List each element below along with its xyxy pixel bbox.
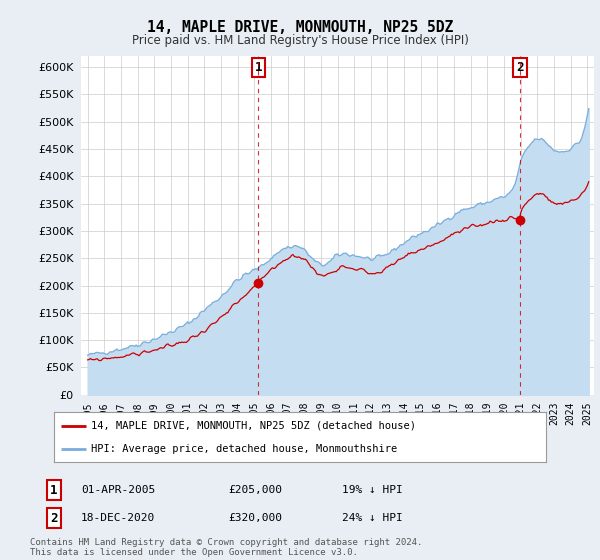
Text: 18-DEC-2020: 18-DEC-2020 (81, 513, 155, 523)
Text: 19% ↓ HPI: 19% ↓ HPI (342, 485, 403, 495)
Text: 14, MAPLE DRIVE, MONMOUTH, NP25 5DZ (detached house): 14, MAPLE DRIVE, MONMOUTH, NP25 5DZ (det… (91, 421, 416, 431)
Text: Contains HM Land Registry data © Crown copyright and database right 2024.
This d: Contains HM Land Registry data © Crown c… (30, 538, 422, 557)
Text: 2: 2 (516, 62, 524, 74)
Text: 2: 2 (50, 511, 58, 525)
Text: 1: 1 (50, 483, 58, 497)
Text: 14, MAPLE DRIVE, MONMOUTH, NP25 5DZ: 14, MAPLE DRIVE, MONMOUTH, NP25 5DZ (147, 20, 453, 35)
Text: HPI: Average price, detached house, Monmouthshire: HPI: Average price, detached house, Monm… (91, 445, 397, 454)
Text: 1: 1 (254, 62, 262, 74)
Text: 01-APR-2005: 01-APR-2005 (81, 485, 155, 495)
Text: £320,000: £320,000 (228, 513, 282, 523)
Text: 24% ↓ HPI: 24% ↓ HPI (342, 513, 403, 523)
Text: £205,000: £205,000 (228, 485, 282, 495)
Text: Price paid vs. HM Land Registry's House Price Index (HPI): Price paid vs. HM Land Registry's House … (131, 34, 469, 46)
